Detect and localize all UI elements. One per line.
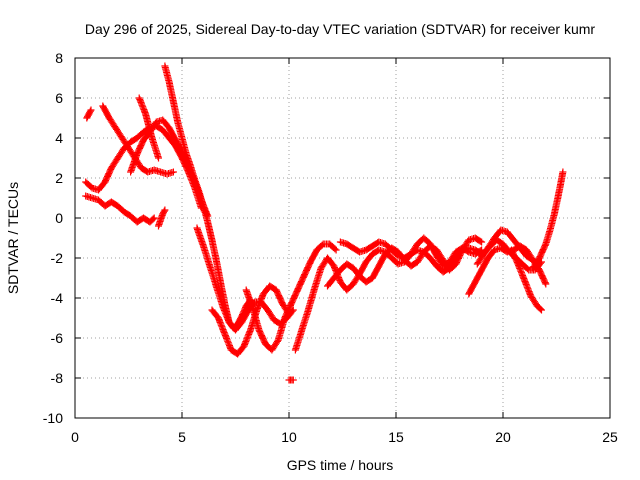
grid bbox=[75, 58, 610, 418]
data-series-arc-g bbox=[155, 206, 169, 230]
plot-frame bbox=[74, 57, 611, 419]
x-tick-label: 15 bbox=[388, 429, 404, 445]
data-markers bbox=[82, 62, 567, 384]
y-tick-label: 2 bbox=[55, 170, 63, 186]
y-tick-label: 6 bbox=[55, 90, 63, 106]
y-tick-label: -10 bbox=[43, 410, 63, 426]
data-series-arc-b bbox=[83, 106, 95, 122]
y-axis-title: SDTVAR / TECUs bbox=[5, 182, 21, 294]
y-tick-label: -6 bbox=[51, 330, 64, 346]
x-tick-label: 10 bbox=[281, 429, 297, 445]
x-tick-label: 5 bbox=[178, 429, 186, 445]
data-series-arc-k bbox=[242, 240, 340, 354]
axis-ticks bbox=[74, 57, 611, 419]
x-axis-title: GPS time / hours bbox=[287, 457, 394, 473]
y-tick-label: -4 bbox=[51, 290, 64, 306]
y-tick-label: -2 bbox=[51, 250, 64, 266]
data-series-arc-h bbox=[161, 62, 254, 332]
data-series-arc-o bbox=[336, 238, 486, 276]
x-tick-label: 0 bbox=[71, 429, 79, 445]
y-tick-label: 8 bbox=[55, 50, 63, 66]
data-series-arc-t bbox=[529, 168, 567, 272]
data-series-arc-s bbox=[508, 246, 545, 314]
data-series-arc-a bbox=[82, 192, 158, 226]
data-series-arc-f bbox=[135, 94, 162, 162]
x-tick-label: 25 bbox=[602, 429, 618, 445]
y-tick-label: -8 bbox=[51, 370, 64, 386]
chart-title: Day 296 of 2025, Sidereal Day-to-day VTE… bbox=[85, 21, 595, 37]
y-tick-label: 4 bbox=[55, 130, 63, 146]
x-tick-label: 20 bbox=[495, 429, 511, 445]
data-series-arc-r bbox=[478, 226, 537, 264]
y-tick-label: 0 bbox=[55, 210, 63, 226]
data-series-arc-l bbox=[285, 376, 297, 384]
data-series-arc-i bbox=[193, 224, 297, 334]
